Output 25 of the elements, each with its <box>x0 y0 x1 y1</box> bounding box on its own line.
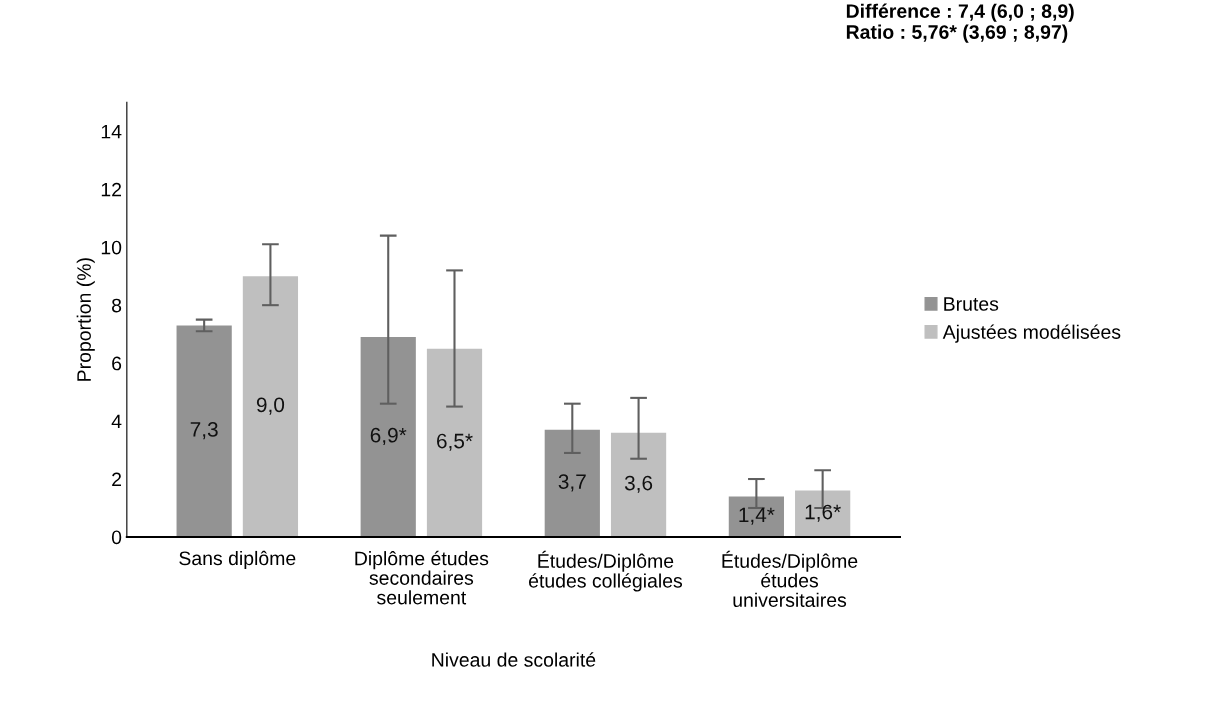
data-label: 1,6* <box>805 504 841 522</box>
data-label: 6,9* <box>370 427 407 446</box>
data-label: 3,7 <box>558 474 586 492</box>
x-axis-title: Niveau de scolarité <box>432 652 596 667</box>
x-tick-label: Études/Diplôme études collégiales <box>528 550 683 592</box>
y-tick-label: 2 <box>112 472 121 487</box>
y-tick-label: 14 <box>101 124 122 139</box>
data-label: 6,5* <box>437 433 473 451</box>
y-tick-label: 0 <box>111 530 122 545</box>
data-label: 3,6 <box>624 475 653 493</box>
legend-label: Brutes <box>944 297 999 311</box>
data-label: 9,0 <box>256 397 285 415</box>
y-tick-label: 10 <box>101 240 122 255</box>
y-axis-title: Proportion (%) <box>76 258 95 381</box>
data-label: 7,3 <box>190 422 218 440</box>
y-tick-label: 8 <box>112 298 122 313</box>
legend-label: Ajustées modélisées <box>942 324 1121 343</box>
y-tick-label: 4 <box>111 414 122 429</box>
text: Différence : 7,4 (6,0 ; 8,9) Ratio : 5,76* (3,69 ; 8,97) <box>846 3 1074 43</box>
x-tick-label: Études/Diplôme études universitaires <box>722 550 858 607</box>
data-label: 1,4* <box>739 507 775 525</box>
y-tick-label: 12 <box>101 182 121 197</box>
x-tick-label: Diplôme études secondaires seulement <box>355 550 489 605</box>
y-tick-label: 6 <box>112 356 122 371</box>
x-tick-label: Sans diplôme <box>179 550 296 570</box>
